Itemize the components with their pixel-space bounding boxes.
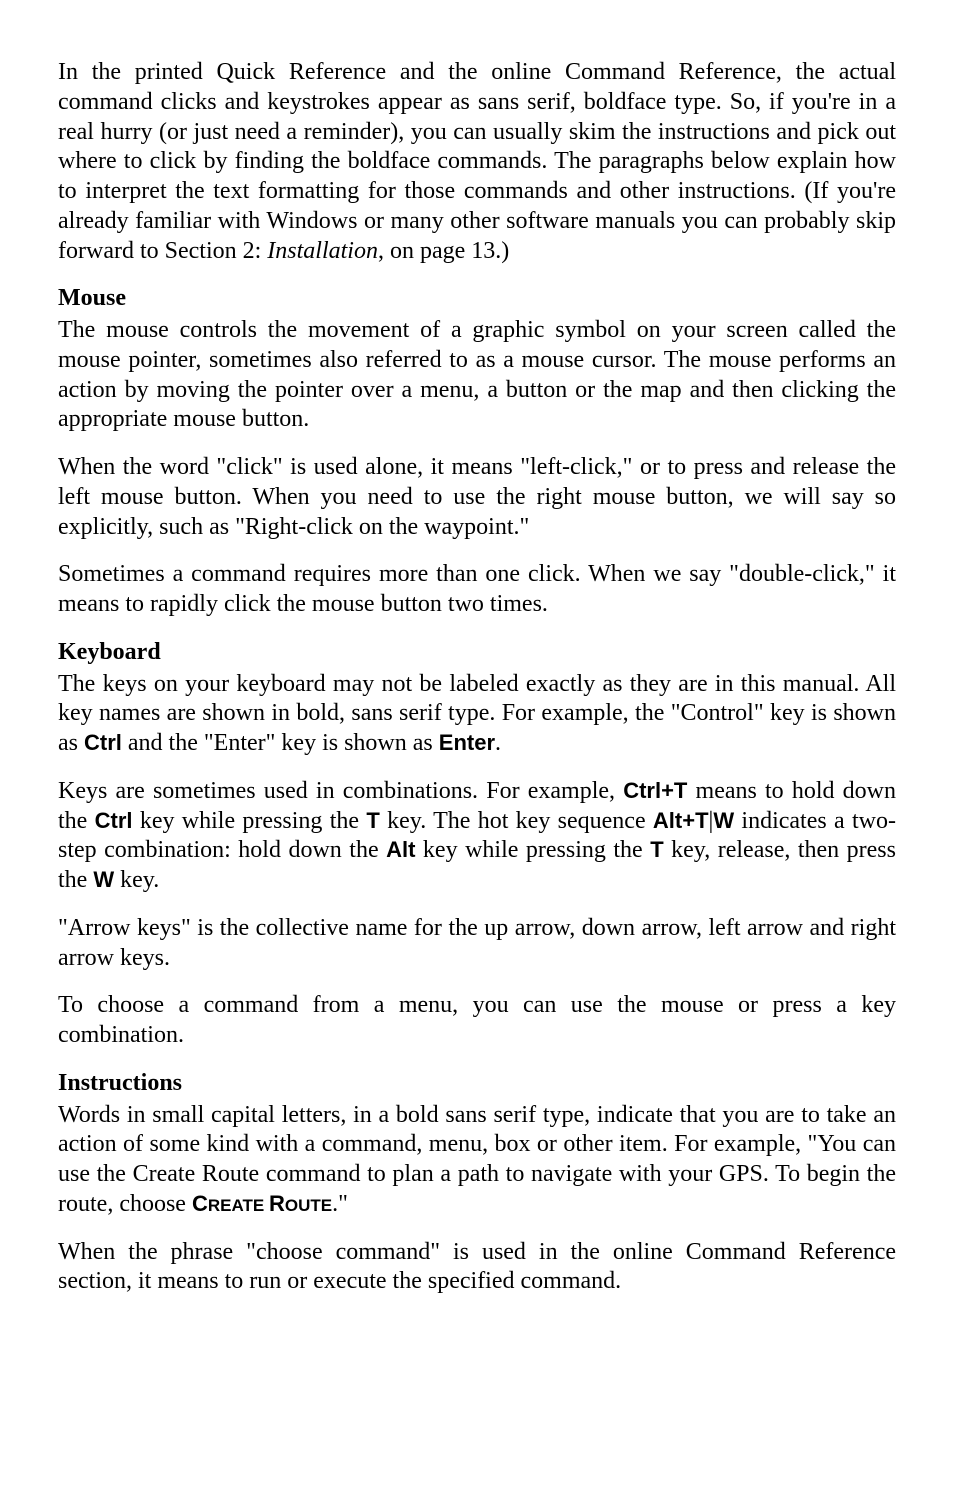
- text: .": [332, 1191, 348, 1217]
- keyboard-paragraph-2: Keys are sometimes used in combinations.…: [58, 777, 896, 896]
- smallcaps-c: C: [192, 1191, 208, 1216]
- instructions-paragraph-1: Words in small capital letters, in a bol…: [58, 1101, 896, 1220]
- smallcaps-oute: OUTE: [285, 1196, 332, 1215]
- text: .: [495, 730, 501, 756]
- text: key. The hot key sequence: [380, 808, 653, 834]
- enter-key: Enter: [439, 730, 495, 755]
- mouse-paragraph-1: The mouse controls the movement of a gra…: [58, 316, 896, 435]
- text: Keys are sometimes used in combinations.…: [58, 778, 623, 804]
- instructions-heading: Instructions: [58, 1069, 896, 1099]
- t-key: T: [366, 808, 379, 833]
- text: key while pressing the: [415, 837, 650, 863]
- mouse-heading: Mouse: [58, 284, 896, 314]
- mouse-paragraph-3: Sometimes a command requires more than o…: [58, 560, 896, 620]
- keyboard-paragraph-3: "Arrow keys" is the collective name for …: [58, 914, 896, 974]
- keyboard-paragraph-4: To choose a command from a menu, you can…: [58, 991, 896, 1051]
- ctrl-key: Ctrl: [84, 730, 122, 755]
- text: key while pressing the: [133, 808, 367, 834]
- smallcaps-reate: REATE: [208, 1196, 264, 1215]
- t-key: T: [650, 837, 663, 862]
- text: In the printed Quick Reference and the o…: [58, 59, 896, 264]
- w-key: W: [93, 867, 114, 892]
- text: , on page 13.): [378, 238, 509, 264]
- mouse-paragraph-2: When the word "click" is used alone, it …: [58, 453, 896, 542]
- text: and the "Enter" key is shown as: [122, 730, 439, 756]
- instructions-paragraph-2: When the phrase "choose command" is used…: [58, 1238, 896, 1298]
- keyboard-paragraph-1: The keys on your keyboard may not be lab…: [58, 670, 896, 759]
- alt-t-key: Alt+T: [653, 808, 709, 833]
- text: key.: [114, 867, 159, 893]
- ctrl-t-key: Ctrl+T: [623, 778, 687, 803]
- italic-text: Installation: [267, 238, 378, 264]
- keyboard-heading: Keyboard: [58, 638, 896, 668]
- smallcaps-r: R: [269, 1191, 285, 1216]
- ctrl-key: Ctrl: [95, 808, 133, 833]
- intro-paragraph: In the printed Quick Reference and the o…: [58, 58, 896, 266]
- w-key: W: [713, 808, 734, 833]
- alt-key: Alt: [386, 837, 415, 862]
- text: Words in small capital letters, in a bol…: [58, 1102, 896, 1217]
